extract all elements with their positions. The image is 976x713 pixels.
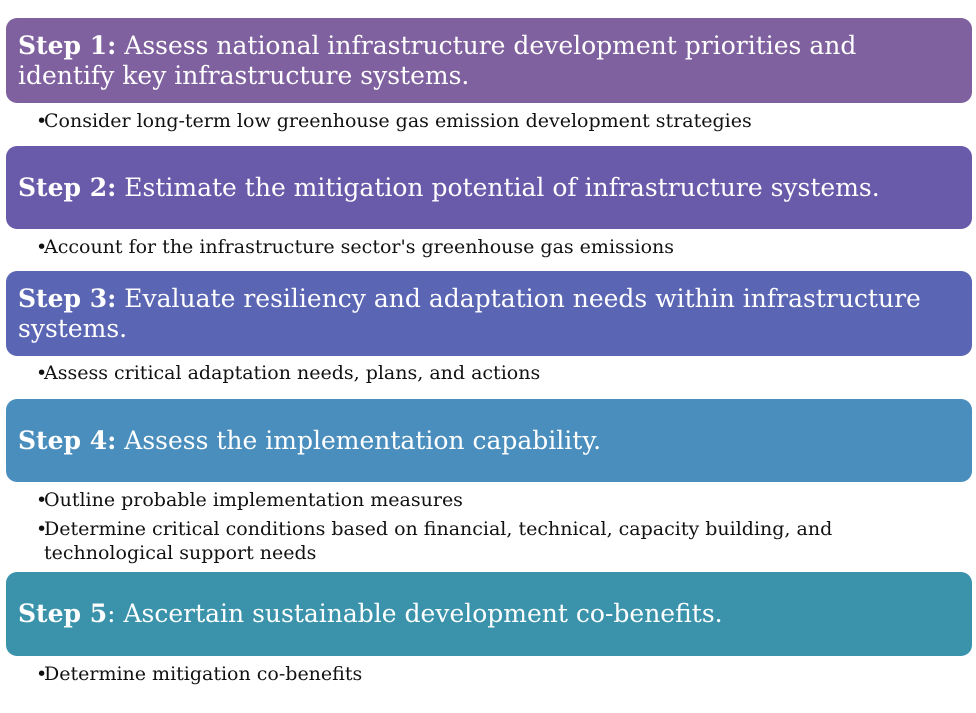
step-2-bullets: • Account for the infrastructure sector's…: [36, 235, 936, 264]
step-2-heading: Step 2: Estimate the mitigation potentia…: [18, 173, 880, 203]
step-5-number: Step 5: [18, 599, 108, 628]
step-4-number: Step 4:: [18, 425, 117, 455]
step-1-number: Step 1:: [18, 30, 117, 60]
step-4-text: Assess the implementation capability.: [116, 425, 602, 455]
step-4-box: Step 4: Assess the implementation capabi…: [6, 399, 972, 482]
step-2-number: Step 2:: [18, 172, 117, 202]
bullet-item: • Consider long-term low greenhouse gas e…: [36, 109, 936, 133]
step-5-heading: Step 5: Ascertain sustainable developmen…: [18, 599, 723, 629]
step-5-box: Step 5: Ascertain sustainable developmen…: [6, 572, 972, 656]
bullet-text: Assess critical adaptation needs, plans,…: [44, 362, 541, 384]
bullet-text: Determine critical conditions based on f…: [44, 518, 833, 564]
step-1-heading: Step 1: Assess national infrastructure d…: [18, 31, 956, 91]
step-3-bullets: • Assess critical adaptation needs, plans…: [36, 361, 936, 390]
step-5-bullets: • Determine mitigation co-benefits: [36, 662, 936, 691]
bullet-item: • Account for the infrastructure sector's…: [36, 235, 936, 259]
bullet-text: Determine mitigation co-benefits: [44, 663, 363, 685]
step-2-box: Step 2: Estimate the mitigation potentia…: [6, 146, 972, 229]
bullet-dot-icon: •: [36, 489, 48, 511]
bullet-text: Account for the infrastructure sector's …: [44, 236, 675, 258]
step-1-bullets: • Consider long-term low greenhouse gas e…: [36, 109, 936, 138]
step-1-text: Assess national infrastructure developme…: [18, 30, 857, 90]
step-4-heading: Step 4: Assess the implementation capabi…: [18, 426, 601, 456]
bullet-item: • Assess critical adaptation needs, plans…: [36, 361, 936, 385]
bullet-text: Consider long-term low greenhouse gas em…: [44, 110, 752, 132]
step-1-box: Step 1: Assess national infrastructure d…: [6, 18, 972, 103]
step-2-text: Estimate the mitigation potential of inf…: [116, 172, 880, 202]
bullet-dot-icon: •: [36, 518, 48, 540]
step-3-text: Evaluate resiliency and adaptation needs…: [18, 283, 921, 343]
bullet-dot-icon: •: [36, 362, 48, 384]
step-5-text: : Ascertain sustainable development co-b…: [107, 599, 723, 628]
step-3-heading: Step 3: Evaluate resiliency and adaptati…: [18, 284, 956, 344]
bullet-item: • Outline probable implementation measure…: [36, 488, 936, 512]
step-3-number: Step 3:: [18, 283, 117, 313]
bullet-dot-icon: •: [36, 110, 48, 132]
bullet-item: • Determine critical conditions based on …: [36, 517, 936, 565]
step-4-bullets: • Outline probable implementation measure…: [36, 488, 936, 570]
bullet-text: Outline probable implementation measures: [44, 489, 463, 511]
step-3-box: Step 3: Evaluate resiliency and adaptati…: [6, 271, 972, 356]
bullet-dot-icon: •: [36, 663, 48, 685]
bullet-item: • Determine mitigation co-benefits: [36, 662, 936, 686]
bullet-dot-icon: •: [36, 236, 48, 258]
